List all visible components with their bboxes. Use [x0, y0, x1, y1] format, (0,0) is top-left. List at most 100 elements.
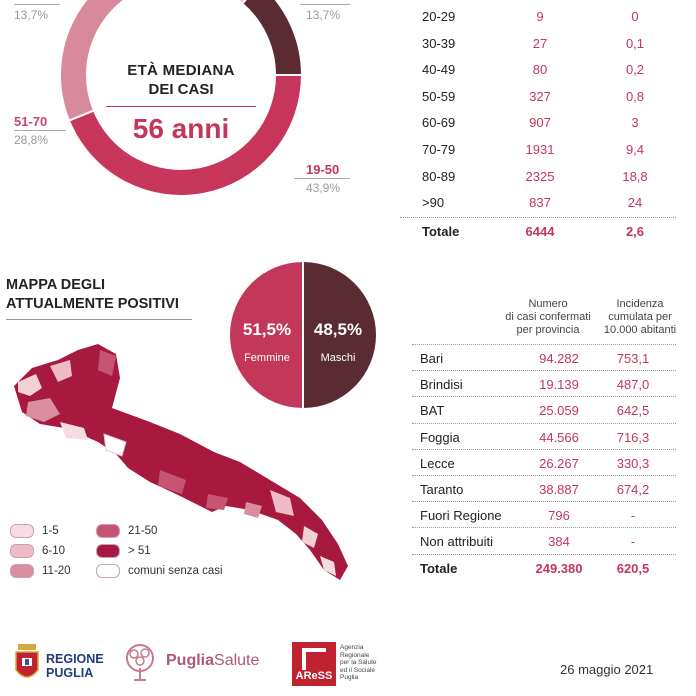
map-region-pale-d	[270, 490, 294, 516]
province-total-label: Totale	[420, 560, 458, 576]
age-rate: 0,8	[625, 88, 645, 104]
province-cases: 25.059	[539, 403, 579, 419]
province-cases: 38.887	[539, 481, 579, 497]
province-table-row: Bari 94.282 753,1	[412, 345, 676, 372]
donut-label-tr-pct: 13,7%	[306, 8, 341, 22]
province-table-row: Brindisi 19.139 487,0	[412, 371, 676, 398]
legend-item: > 51	[96, 544, 151, 562]
legend-item: comuni senza casi	[96, 564, 223, 582]
gender-pie	[230, 262, 376, 408]
age-cases: 1931	[525, 141, 555, 157]
age-cases: 80	[532, 62, 548, 78]
age-total-label: Totale	[422, 223, 460, 239]
age-total-cases: 6444	[525, 223, 555, 239]
province-name: Fuori Regione	[420, 508, 502, 524]
province-rate: 330,3	[616, 455, 650, 471]
age-donut	[59, 0, 304, 197]
province-rate: 716,3	[616, 429, 650, 445]
regione-crest-icon	[15, 644, 39, 678]
age-table-row: 30-39 27 0,1	[400, 27, 676, 54]
age-cases: 9	[536, 9, 544, 24]
legend-item: 21-50	[96, 524, 157, 542]
donut-label-right-range: 19-50	[306, 162, 340, 177]
female-label: Femmine	[244, 352, 290, 364]
puglia-map	[14, 344, 348, 580]
province-table-total: Totale 249.380 620,5	[412, 555, 676, 581]
age-rate: 3	[631, 115, 639, 131]
province-table-row: Fuori Regione 796 -	[412, 502, 676, 529]
age-table-divider	[400, 216, 676, 218]
province-table-row: BAT 25.059 642,5	[412, 397, 676, 424]
age-cases: 27	[532, 35, 548, 51]
donut-divider	[106, 106, 256, 107]
province-rate: 674,2	[616, 481, 650, 497]
donut-label-right-line	[294, 178, 350, 179]
report-date: 26 maggio 2021	[560, 662, 654, 677]
map-title-line-1: MAPPA DEGLI	[6, 277, 106, 293]
male-pct: 48,5%	[313, 320, 363, 339]
map-region-mauve-a	[26, 398, 60, 422]
age-table-row: 40-49 80 0,2	[400, 53, 676, 80]
map-title-underline	[6, 319, 192, 320]
donut-segment-1	[59, 0, 127, 122]
age-cases: 2325	[525, 168, 555, 184]
age-table: 20-29 9 0 30-39 27 0,1 40-49 80 0,2 50-59 327 0,8 60…	[400, 0, 676, 244]
age-range: 60-69	[422, 115, 456, 131]
province-table-row: Lecce 26.267 330,3	[412, 450, 676, 476]
age-table-row: 50-59 327 0,8	[400, 80, 676, 107]
province-cases: 44.566	[539, 429, 579, 445]
donut-label-tl-line	[14, 4, 60, 5]
regione-line-1: REGIONE	[46, 652, 104, 666]
donut-label-right-pct: 43,9%	[306, 181, 341, 195]
map-title-line-2: ATTUALMENTE POSITIVI	[6, 296, 179, 312]
province-table-topline	[412, 344, 676, 345]
age-table-row: 60-69 907 3	[400, 106, 676, 133]
age-table-row: 70-79 1931 9,4	[400, 133, 676, 160]
age-rate: 0	[631, 9, 639, 24]
legend-swatch	[96, 544, 120, 558]
regione-line-2: PUGLIA	[46, 666, 94, 680]
donut-label-tl-pct: 13,7%	[14, 8, 49, 22]
legend-swatch	[10, 544, 34, 558]
legend-label: 11-20	[42, 565, 71, 577]
donut-label-left-pct: 28,8%	[14, 133, 49, 147]
legend-label: 6-10	[42, 545, 66, 557]
aress-text: AReSS	[295, 670, 333, 682]
age-table-row: 80-89 2325 18,8	[400, 160, 676, 187]
province-name: BAT	[420, 403, 445, 419]
donut-label-tr-line	[300, 4, 350, 5]
province-name: Non attribuiti	[420, 534, 493, 550]
median-age-value: 56 anni	[132, 113, 230, 144]
donut-segment-3	[240, 0, 304, 76]
map-region-rose-a	[98, 350, 116, 376]
age-range: 20-29	[422, 9, 456, 24]
age-table-row: >90 837 24	[400, 186, 676, 213]
province-table-row: Non attribuiti 384 -	[412, 528, 676, 555]
province-rate: 753,1	[616, 351, 650, 366]
legend-swatch	[10, 564, 34, 578]
province-table: Bari 94.282 753,1 Brindisi 19.139 487,0 BAT 25.…	[412, 344, 676, 581]
male-label: Maschi	[320, 352, 356, 364]
age-range: 30-39	[422, 35, 456, 51]
map-region-mauve-b	[244, 502, 262, 518]
puglia-salute-a: Puglia	[166, 652, 215, 669]
age-table-total: Totale 6444 2,6	[400, 218, 676, 244]
donut-center: ETÀ MEDIANA DEI CASI 56 anni	[96, 62, 266, 145]
female-pct: 51,5%	[242, 320, 292, 339]
age-range: 50-59	[422, 88, 456, 104]
puglia-salute-b: Salute	[214, 652, 260, 669]
province-table-row: Foggia 44.566 716,3	[412, 424, 676, 450]
footer: REGIONE PUGLIA PugliaSalute AReSS Agenzi…	[0, 630, 696, 696]
donut-title-2: DEI CASI	[148, 81, 214, 98]
legend-label: 1-5	[42, 525, 59, 537]
province-cases: 94.282	[539, 351, 579, 366]
map-region-rose-c	[206, 494, 228, 510]
province-cases: 26.267	[539, 455, 579, 471]
aress-mark	[302, 648, 326, 670]
tree-icon	[126, 644, 154, 681]
map-region-pale-e	[302, 526, 318, 548]
age-rate: 0,1	[625, 35, 645, 51]
province-cases: 384	[548, 534, 570, 550]
legend-label: comuni senza casi	[128, 565, 223, 577]
aress-logo: AReSS	[292, 642, 336, 686]
